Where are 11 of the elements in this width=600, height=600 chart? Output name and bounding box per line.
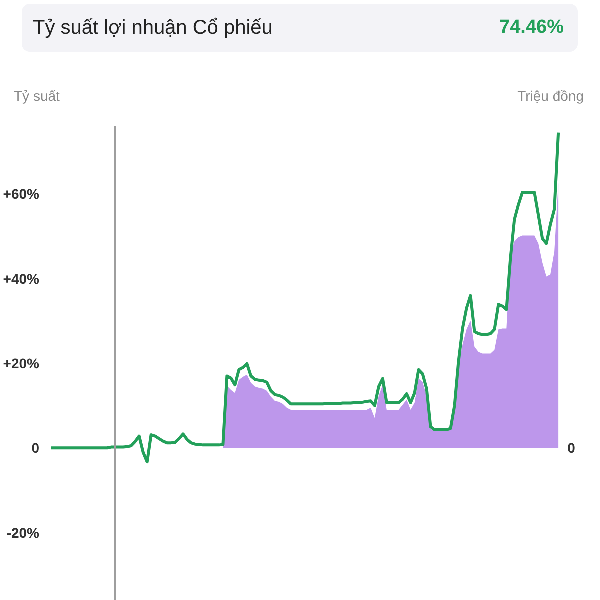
y-tick-label: +20% — [3, 356, 40, 372]
line-series — [52, 131, 560, 464]
y-axis-title: Tỷ suất — [14, 87, 60, 106]
y2-axis-title: Triệu đồng — [518, 87, 584, 106]
y-tick-label: -20% — [6, 524, 40, 541]
text: 74.46% — [500, 16, 564, 40]
chart-title: Tỷ suất lợi nhuận Cổ phiếu — [33, 16, 273, 41]
text: 0 — [568, 440, 576, 456]
y-tick-label: 0 — [32, 440, 40, 456]
y-tick-label: +60% — [3, 186, 40, 202]
y-tick-label: +40% — [3, 270, 40, 287]
